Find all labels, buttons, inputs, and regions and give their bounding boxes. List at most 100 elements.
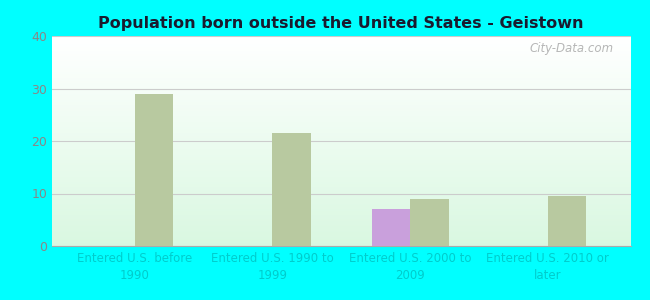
Bar — [52, 54, 630, 55]
Bar — [52, 151, 630, 152]
Bar — [52, 85, 630, 86]
Bar — [52, 179, 630, 180]
Bar — [52, 102, 630, 103]
Bar — [52, 155, 630, 156]
Bar — [52, 145, 630, 146]
Bar — [52, 244, 630, 245]
Bar — [52, 234, 630, 236]
Bar — [52, 89, 630, 91]
Bar — [52, 172, 630, 173]
Bar — [52, 68, 630, 69]
Bar — [52, 146, 630, 147]
Bar — [52, 112, 630, 114]
Bar — [52, 119, 630, 120]
Bar — [52, 115, 630, 116]
Bar — [52, 130, 630, 131]
Bar — [52, 164, 630, 165]
Bar — [52, 212, 630, 213]
Bar — [52, 142, 630, 143]
Text: City-Data.com: City-Data.com — [529, 42, 613, 55]
Bar — [52, 93, 630, 94]
Bar — [52, 42, 630, 43]
Bar — [52, 126, 630, 127]
Bar — [52, 182, 630, 183]
Bar — [52, 83, 630, 84]
Bar — [52, 233, 630, 234]
Bar — [52, 204, 630, 205]
Bar — [52, 214, 630, 215]
Bar — [52, 243, 630, 244]
Bar — [52, 156, 630, 157]
Bar — [52, 201, 630, 202]
Bar — [52, 49, 630, 50]
Bar — [52, 180, 630, 181]
Bar — [52, 167, 630, 168]
Bar — [52, 114, 630, 115]
Title: Population born outside the United States - Geistown: Population born outside the United State… — [99, 16, 584, 31]
Bar — [52, 238, 630, 239]
Bar — [52, 96, 630, 97]
Bar — [52, 136, 630, 137]
Bar — [52, 56, 630, 57]
Bar — [52, 165, 630, 166]
Bar — [52, 173, 630, 175]
Bar — [52, 141, 630, 142]
Bar — [52, 185, 630, 186]
Bar — [52, 64, 630, 65]
Bar — [52, 92, 630, 93]
Bar — [52, 203, 630, 204]
Bar — [52, 98, 630, 99]
Bar — [52, 106, 630, 107]
Bar — [52, 230, 630, 231]
Bar — [52, 58, 630, 59]
Bar — [52, 101, 630, 102]
Bar — [135, 94, 173, 246]
Bar — [52, 143, 630, 144]
Bar — [52, 166, 630, 167]
Bar — [410, 199, 448, 246]
Bar — [52, 190, 630, 191]
Bar — [52, 178, 630, 179]
Bar — [52, 63, 630, 64]
Bar — [272, 133, 311, 246]
Bar — [52, 124, 630, 125]
Bar — [52, 168, 630, 169]
Bar — [52, 219, 630, 220]
Bar — [52, 38, 630, 39]
Bar — [548, 196, 586, 246]
Bar — [52, 188, 630, 189]
Bar — [52, 82, 630, 83]
Bar — [52, 37, 630, 38]
Bar — [52, 217, 630, 218]
Bar — [52, 202, 630, 203]
Bar — [52, 107, 630, 108]
Bar — [52, 169, 630, 170]
Bar — [52, 242, 630, 243]
Bar — [52, 116, 630, 117]
Bar — [52, 44, 630, 45]
Bar — [52, 240, 630, 241]
Bar — [52, 227, 630, 228]
Bar — [52, 198, 630, 199]
Bar — [52, 128, 630, 129]
Bar — [52, 125, 630, 126]
Bar — [52, 226, 630, 227]
Bar — [52, 94, 630, 95]
Bar — [52, 176, 630, 177]
Bar — [52, 222, 630, 223]
Bar — [52, 187, 630, 188]
Bar — [52, 122, 630, 123]
Bar — [52, 40, 630, 41]
Bar — [52, 205, 630, 206]
Bar — [52, 231, 630, 232]
Bar — [52, 78, 630, 79]
Bar — [52, 175, 630, 176]
Bar — [52, 170, 630, 171]
Bar — [52, 134, 630, 135]
Bar — [52, 45, 630, 46]
Bar — [52, 52, 630, 53]
Bar — [52, 65, 630, 66]
Bar — [52, 159, 630, 160]
Bar — [52, 84, 630, 85]
Bar — [52, 81, 630, 82]
